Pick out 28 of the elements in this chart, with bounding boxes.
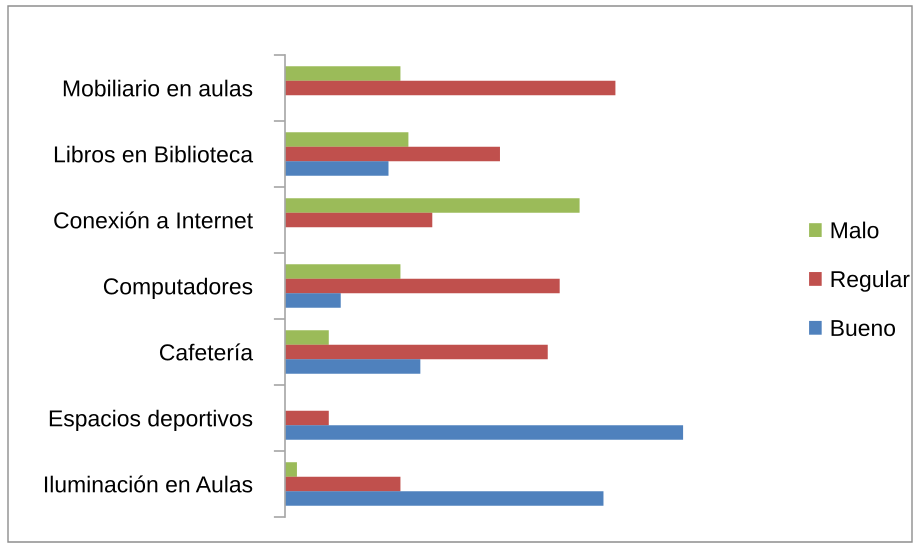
y-tick-label: Espacios deportivos	[50, 410, 252, 432]
bar	[285, 198, 580, 213]
y-tick-label: Mobiliario en aulas	[64, 80, 252, 97]
y-tick-label: Conexión a Internet	[54, 211, 253, 229]
bar	[285, 278, 560, 294]
bar	[285, 212, 432, 228]
bar	[285, 132, 408, 147]
bar	[285, 293, 341, 308]
legend-label: Bueno	[832, 320, 896, 336]
bar	[285, 330, 329, 345]
bar	[285, 476, 400, 492]
bar	[285, 410, 329, 426]
bar	[285, 344, 548, 360]
bar	[285, 66, 400, 81]
bar	[285, 161, 389, 176]
y-tick-label: Cafetería	[160, 343, 254, 361]
bar	[285, 80, 616, 96]
legend-label: Malo	[832, 222, 878, 238]
legend-label: Regular	[832, 270, 910, 292]
bar	[285, 462, 297, 477]
bar	[285, 264, 400, 279]
bar	[285, 491, 604, 506]
bar	[285, 425, 684, 440]
bar	[285, 359, 420, 374]
y-tick-label: Iluminación en Aulas	[44, 475, 252, 493]
y-tick-label: Computadores	[104, 278, 252, 300]
bar	[285, 146, 500, 162]
y-tick-label: Libros en Biblioteca	[54, 146, 254, 163]
